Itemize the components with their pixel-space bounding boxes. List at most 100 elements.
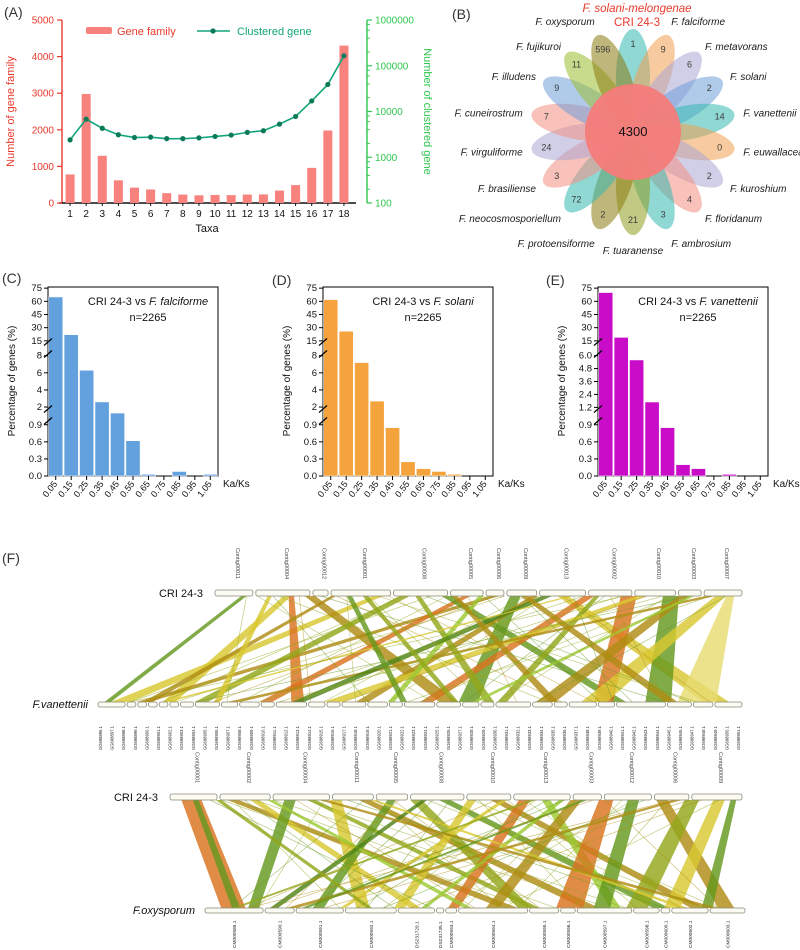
- scaffold-label: GG698914.1: [307, 725, 312, 750]
- venn-petal-count: 596: [595, 44, 610, 54]
- scaffold-segment: [714, 701, 743, 708]
- synteny-ribbon: [162, 596, 574, 702]
- axis-break-mark: [593, 405, 603, 413]
- x-tick-label: 1.05: [745, 479, 764, 499]
- y-tick-label: 2.4: [579, 389, 592, 400]
- clustered-gene-point: [276, 121, 283, 127]
- synteny-link-line: [520, 595, 633, 703]
- clustered-gene-point: [67, 137, 73, 143]
- synteny-link-line: [517, 799, 623, 909]
- clustered-gene-point: [115, 132, 121, 138]
- y-tick-label: 60: [581, 296, 592, 307]
- scaffold-segment: [137, 701, 147, 708]
- gene-family-bar: [81, 93, 91, 203]
- synteny-ribbon: [355, 596, 540, 702]
- synteny-ribbon: [415, 596, 495, 702]
- y-tick-label: 75: [306, 283, 317, 294]
- venn-petal-count: 4: [687, 194, 692, 204]
- y-tick-label: 30: [581, 323, 592, 334]
- contig-label: Contig00009: [717, 752, 723, 783]
- scaffold-label: GG698947.1: [690, 725, 695, 750]
- venn-title-strain: CRI 24-3: [614, 17, 660, 29]
- synteny-ribbon: [302, 800, 588, 908]
- synteny-link-line: [256, 595, 434, 703]
- histogram-bar: [675, 464, 691, 477]
- panel-e-letter: (E): [546, 272, 565, 288]
- histogram-bar: [721, 473, 737, 477]
- y-tick-label: 75: [31, 283, 42, 294]
- synteny-link-line: [483, 595, 601, 703]
- gene-family-bar: [162, 193, 172, 203]
- scaffold-label: GG698906.1: [214, 725, 219, 750]
- contig-segment: [272, 793, 330, 801]
- scaffold-label: GG698926.1: [446, 725, 451, 750]
- clustered-gene-point: [325, 81, 331, 88]
- scaffold-label: GG698909.1: [249, 725, 254, 750]
- y-tick-label: 4: [312, 385, 317, 396]
- scaffold-segment: [148, 701, 158, 708]
- x-tick-label: 0.45: [377, 479, 396, 499]
- synteny-link-line: [258, 595, 585, 703]
- x-tick-label: 16: [306, 209, 318, 220]
- scaffold-label: GG698913.1: [295, 725, 300, 750]
- x-tick-label: 0.75: [149, 479, 168, 499]
- y-tick-label: 0.0: [579, 471, 592, 482]
- contig-label: Contig00011: [353, 752, 359, 783]
- synteny-link-line: [501, 799, 720, 909]
- y-tick-label: 75: [581, 283, 592, 294]
- scaffold-label: GG698941.1: [620, 725, 625, 750]
- synteny-ribbon: [370, 800, 689, 908]
- scaffold-label: GG698942.1: [632, 725, 637, 750]
- clustered-gene-point: [131, 134, 138, 141]
- venn-petal-label: F. euwallaceae: [743, 147, 800, 158]
- scaffold-label: GG698899.1: [133, 725, 138, 750]
- synteny-link-line: [291, 595, 621, 703]
- x-tick-label: 12: [242, 209, 254, 220]
- y-tick-label: 60: [31, 296, 42, 307]
- synteny-link-line: [255, 799, 557, 909]
- x-tick-label: 15: [290, 209, 302, 220]
- gene-family-bar: [210, 194, 220, 203]
- scaffold-segment: [462, 701, 480, 708]
- contig-label: Contig00001: [194, 752, 200, 783]
- scaffold-label: GG698907.1: [226, 725, 231, 750]
- histogram-bar: [400, 461, 416, 477]
- synteny-link-line: [375, 799, 503, 909]
- scaffold-label: GG698900.1: [144, 725, 149, 750]
- scaffold-label: CM000593.1: [449, 920, 455, 948]
- scaffold-label: GG698938.1: [585, 725, 590, 750]
- contig-label: Contig00005: [392, 752, 398, 783]
- synteny-ribbon: [677, 596, 735, 702]
- synteny-ribbon: [362, 596, 459, 702]
- venn-petal-label: F. cuneirostrum: [455, 109, 523, 120]
- venn-petal-count: 2: [707, 83, 712, 93]
- x-tick-label: 0.35: [637, 479, 656, 499]
- contig-label: Contig00002: [610, 548, 616, 579]
- synteny-ribbon: [626, 800, 700, 908]
- scaffold-segment: [671, 907, 709, 914]
- histogram-bar: [431, 471, 447, 477]
- x-axis-title: Ka/Ks: [773, 479, 800, 490]
- x-tick-label: 6: [148, 209, 154, 220]
- contig-label: Contig00010: [489, 752, 495, 783]
- synteny-ribbon: [288, 596, 305, 702]
- scaffold-segment: [458, 907, 529, 914]
- scaffold-label: GG698916.1: [330, 725, 335, 750]
- synteny-ribbon: [535, 596, 690, 702]
- venn-petal-label: F. ambrosium: [671, 239, 731, 250]
- panel-b-letter: (B): [452, 6, 471, 22]
- axis-break-mark: [593, 350, 603, 358]
- histogram-bar: [48, 296, 64, 477]
- histogram-bar: [171, 471, 187, 477]
- histogram-bar: [691, 468, 706, 477]
- synteny-link-line: [323, 595, 527, 703]
- synteny-ribbon: [259, 596, 471, 702]
- contig-segment: [410, 793, 465, 801]
- x-tick-label: 0.85: [714, 479, 733, 499]
- scaffold-segment: [436, 701, 462, 708]
- histogram-bar: [354, 362, 370, 477]
- x-tick-label: 0.25: [72, 479, 91, 499]
- synteny-ribbon: [318, 800, 718, 908]
- synteny-ribbon: [701, 800, 737, 908]
